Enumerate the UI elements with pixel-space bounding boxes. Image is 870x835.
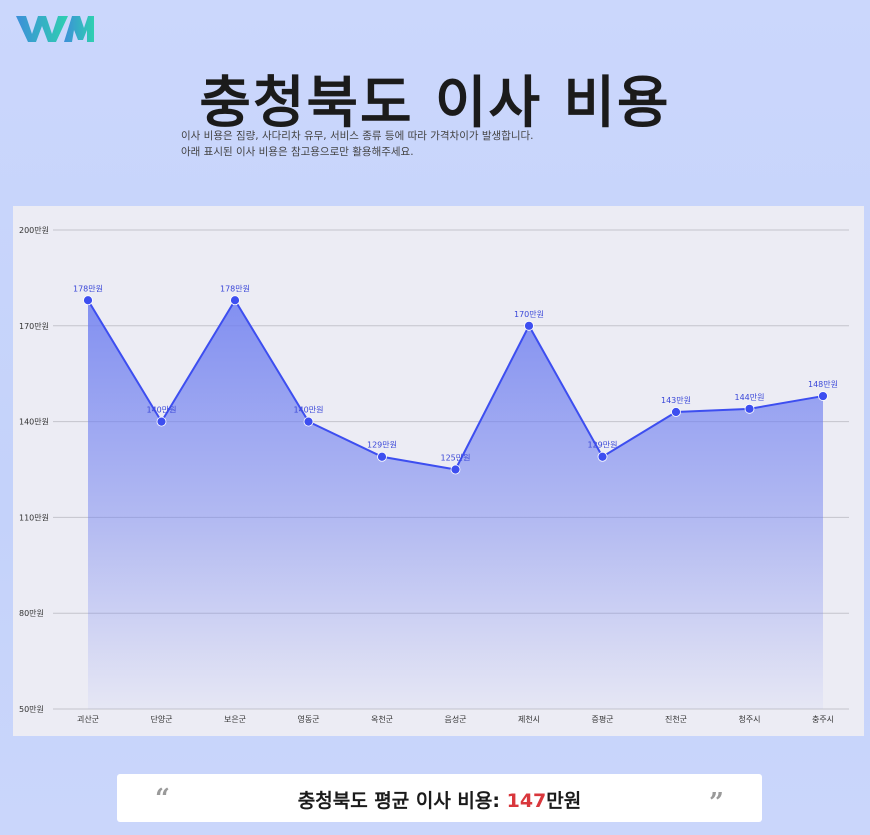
data-point [156,416,167,427]
subtitle-line-2: 아래 표시된 이사 비용은 참고용으로만 활용해주세요. [181,146,414,158]
data-point [83,295,93,306]
data-point [597,451,608,462]
data-label: 178만원 [220,284,250,293]
open-quote-icon: “ [155,784,170,814]
data-label: 170만원 [514,310,544,319]
area-fill [88,300,823,709]
data-label: 140만원 [147,406,177,415]
y-tick-label: 200만원 [19,226,49,235]
average-cost-value: 147 [506,790,547,812]
data-label: 144만원 [735,393,765,402]
x-tick-label: 옥천군 [371,714,393,724]
brand-logo [16,16,94,42]
data-label: 178만원 [73,284,103,293]
y-tick-label: 170만원 [19,322,49,331]
average-cost-unit: 만원 [546,790,582,812]
data-point [303,416,314,427]
data-point [230,295,240,306]
x-tick-label: 증평군 [591,714,613,724]
data-label: 129만원 [367,441,397,450]
x-tick-label: 보은군 [224,715,246,724]
data-point [671,407,681,417]
average-cost-text: 충청북도 평균 이사 비용: 147만원 [117,786,762,813]
data-point [450,464,461,475]
data-point [524,320,534,331]
y-tick-label: 140만원 [19,418,49,427]
data-label: 125만원 [441,454,471,463]
x-tick-label: 제천시 [518,714,540,724]
data-point [744,403,755,414]
data-label: 140만원 [294,406,324,415]
x-tick-label: 충주시 [812,715,834,724]
y-tick-label: 80만원 [19,609,44,618]
x-tick-label: 음성군 [444,715,466,724]
subtitle-line-1: 이사 비용은 짐량, 사다리차 유무, 서비스 종류 등에 따라 가격차이가 발… [181,130,534,142]
x-tick-label: 단양군 [150,714,172,724]
x-tick-label: 괴산군 [77,714,99,724]
average-cost-label: 충청북도 평균 이사 비용: [297,790,507,812]
data-label: 129만원 [588,441,618,450]
x-tick-label: 영동군 [297,714,319,724]
x-tick-label: 청주시 [738,715,760,724]
data-label: 143만원 [661,396,691,405]
y-tick-label: 110만원 [19,513,49,522]
average-cost-box: “ 충청북도 평균 이사 비용: 147만원 ” [117,774,762,822]
data-point [818,391,828,401]
subtitle: 이사 비용은 짐량, 사다리차 유무, 서비스 종류 등에 따라 가격차이가 발… [181,128,534,160]
y-tick-label: 50만원 [19,705,44,714]
close-quote-icon: ” [709,788,724,818]
data-point [377,451,387,462]
page-title: 충청북도 이사 비용 [199,71,671,136]
data-label: 148만원 [808,380,838,389]
x-tick-label: 진천군 [665,714,687,724]
